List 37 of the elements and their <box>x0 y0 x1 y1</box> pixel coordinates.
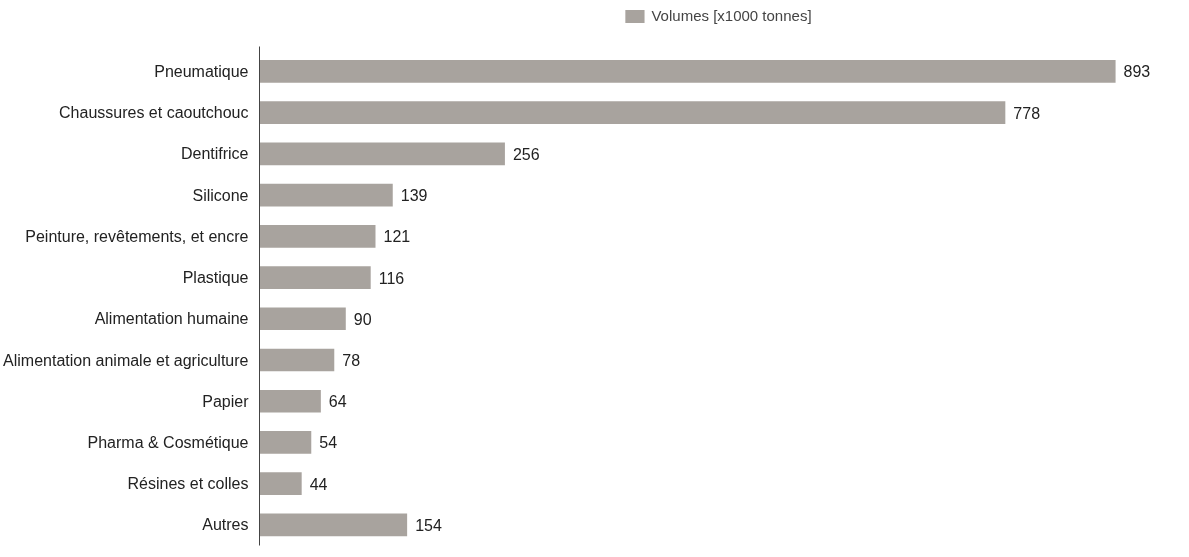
data-label: 64 <box>328 393 347 411</box>
y-tick-label: Alimentation animale et agriculture <box>3 351 249 369</box>
bar <box>259 389 321 413</box>
data-label: 54 <box>319 434 338 452</box>
y-tick-label: Pharma & Cosmétique <box>87 433 249 451</box>
bar <box>259 472 302 495</box>
y-tick-label: Alimentation humaine <box>94 310 249 328</box>
bar <box>259 101 1006 125</box>
bar <box>259 225 376 248</box>
y-tick-label: Papier <box>202 392 250 410</box>
data-label: 139 <box>400 187 428 205</box>
data-label: 121 <box>383 228 411 246</box>
y-tick-label: Chaussures et caoutchouc <box>59 104 249 122</box>
data-label: 44 <box>309 475 328 493</box>
bar <box>259 60 1116 83</box>
legend-label: Volumes [x1000 tonnes] <box>651 7 812 24</box>
data-label: 256 <box>512 145 540 163</box>
y-tick-label: Dentifrice <box>180 145 249 163</box>
y-tick-label: Pneumatique <box>154 62 249 80</box>
data-label: 90 <box>353 310 372 328</box>
bar <box>259 431 312 454</box>
bar <box>259 266 371 289</box>
y-tick-label: Peinture, revêtements, et encre <box>25 227 249 245</box>
data-label: 78 <box>342 352 361 369</box>
bar <box>259 142 505 166</box>
data-label: 778 <box>1013 104 1041 122</box>
y-tick-label: Plastique <box>182 269 249 287</box>
data-label: 116 <box>378 269 405 287</box>
bar <box>259 307 346 331</box>
y-tick-label: Résines et colles <box>127 475 249 493</box>
y-tick-label: Autres <box>202 516 249 534</box>
bar <box>259 348 335 372</box>
data-label: 154 <box>415 516 442 534</box>
bar <box>259 183 393 207</box>
y-tick-label: Silicone <box>192 186 249 204</box>
bar <box>259 513 408 537</box>
data-label: 893 <box>1123 63 1151 81</box>
